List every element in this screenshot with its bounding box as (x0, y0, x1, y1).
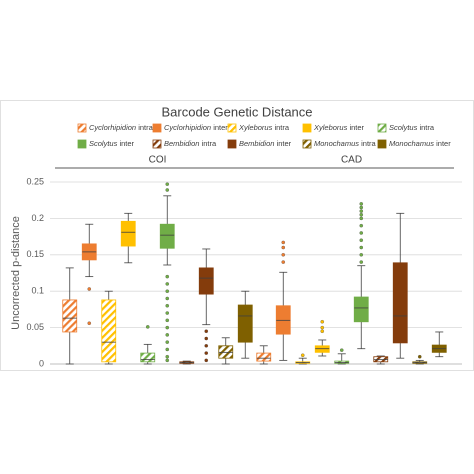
outlier (165, 188, 169, 192)
legend-swatch (77, 123, 87, 133)
legend-label: Scolytus intra (389, 123, 435, 132)
legend-swatch (227, 139, 237, 149)
y-tick-label: 0.15 (26, 249, 44, 259)
outlier (165, 354, 169, 359)
box (198, 267, 214, 295)
outlier (204, 336, 208, 341)
outlier (165, 274, 169, 279)
y-axis-label: Uncorrected p-distance (10, 216, 22, 330)
outlier (165, 282, 169, 286)
box (159, 223, 175, 249)
box (256, 352, 272, 362)
y-tick-label: 0.05 (26, 322, 44, 332)
outlier (359, 238, 363, 242)
outlier (359, 213, 363, 217)
outlier (204, 344, 208, 348)
outlier (204, 358, 208, 363)
outlier (359, 202, 363, 206)
outlier (145, 325, 150, 329)
outlier (165, 311, 169, 315)
legend-swatch (377, 139, 387, 149)
outlier (281, 240, 285, 245)
outlier (359, 223, 363, 228)
box (62, 299, 78, 333)
legend-label: Monochamus inter (389, 139, 451, 148)
outlier (320, 320, 324, 324)
outlier (165, 333, 169, 337)
outlier (165, 347, 169, 352)
legend-swatch (77, 139, 87, 149)
legend-label: Cyclorhipidion intra (89, 123, 154, 132)
group-label: COI (149, 155, 167, 166)
legend-swatch (302, 139, 312, 149)
legend-label: Cyclorhipidion inter (164, 123, 228, 132)
legend-swatch (377, 123, 387, 133)
outlier (320, 325, 324, 330)
legend-swatch (152, 139, 162, 149)
legend-swatch (152, 123, 162, 133)
outlier (87, 287, 92, 291)
box (353, 296, 369, 323)
y-tick-label: 0.2 (31, 213, 44, 223)
outlier (165, 182, 169, 186)
legend-swatch (227, 123, 237, 133)
outlier (165, 340, 169, 344)
outlier (359, 216, 363, 221)
legend-label: Monochamus intra (314, 139, 377, 148)
outlier (359, 245, 363, 250)
group-label: CAD (341, 155, 362, 166)
legend-label: Bembidion intra (164, 139, 217, 148)
outlier (359, 209, 363, 213)
outlier (204, 351, 208, 355)
outlier (359, 231, 363, 235)
outlier (300, 353, 305, 358)
outlier (320, 329, 324, 333)
outlier (165, 358, 169, 363)
chart-title: Barcode Genetic Distance (161, 104, 312, 119)
legend-label: Xyleborus inter (313, 123, 365, 132)
outlier (87, 321, 92, 325)
box (237, 304, 253, 343)
outlier (165, 318, 169, 323)
outlier (165, 296, 169, 301)
outlier (359, 260, 363, 264)
outlier (204, 329, 208, 333)
y-tick-label: 0 (39, 358, 44, 368)
outlier (165, 325, 169, 330)
box (392, 262, 408, 344)
y-tick-label: 0.25 (26, 176, 44, 186)
legend-label: Bembidion inter (239, 139, 292, 148)
legend-label: Scolytus inter (89, 139, 135, 148)
box (101, 299, 117, 363)
box (120, 220, 136, 247)
legend-label: Xyleborus intra (238, 123, 290, 132)
outlier (281, 245, 285, 250)
outlier (359, 205, 363, 210)
outlier (339, 348, 344, 352)
outlier (417, 354, 422, 359)
legend-swatch (302, 123, 312, 133)
outlier (165, 289, 169, 293)
y-tick-label: 0.1 (31, 286, 44, 296)
outlier (165, 304, 169, 308)
outlier (281, 253, 285, 257)
box (140, 352, 156, 363)
outlier (281, 260, 285, 264)
outlier (359, 253, 363, 257)
